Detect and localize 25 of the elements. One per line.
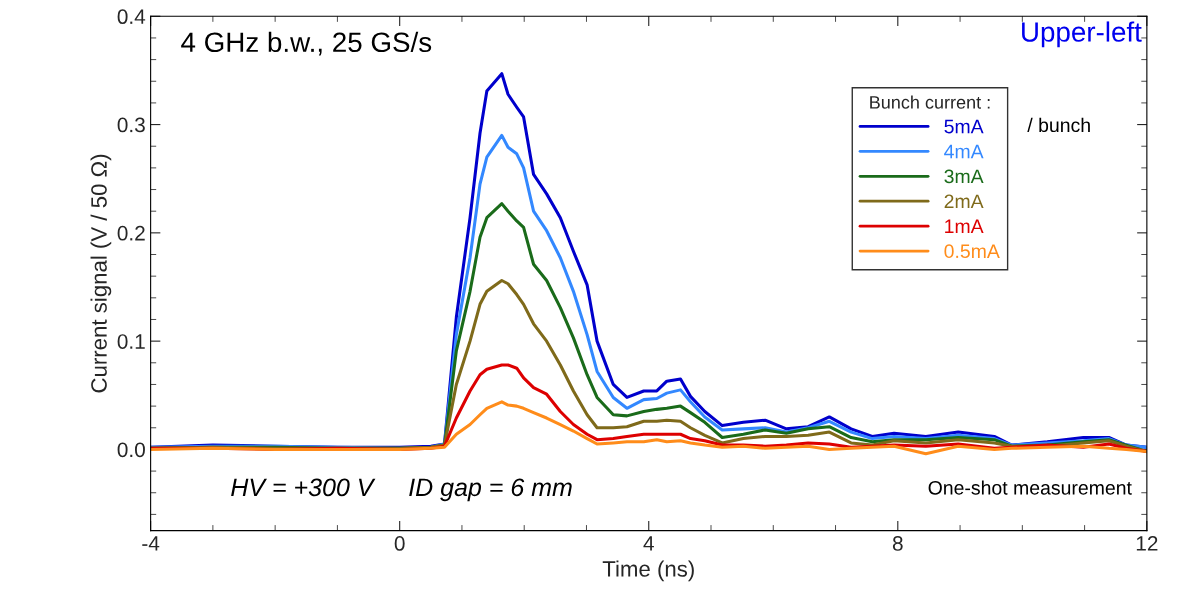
annotation: 4 GHz b.w., 25 GS/s: [181, 31, 432, 56]
legend-label: 2mA: [944, 194, 984, 209]
annotation: / bunch: [1027, 117, 1090, 133]
x-tick-label: 4: [643, 536, 654, 551]
annotation: One-shot measurement: [928, 480, 1132, 495]
line-series: [150, 400, 1147, 456]
annotation: HV = +300 V ID gap = 6 mm: [231, 478, 572, 502]
y-tick-label: 0.4: [117, 9, 146, 25]
legend-label: 3mA: [944, 169, 984, 184]
legend-label: 0.5mA: [944, 244, 1000, 259]
y-axis-title: Current signal (V / 50 Ω): [90, 154, 112, 393]
x-axis-title: Time (ns): [602, 560, 694, 582]
legend-label: 5mA: [944, 119, 984, 134]
legend-label: 4mA: [944, 144, 984, 159]
legend-title: Bunch current :: [870, 95, 990, 109]
y-tick-label: 0.2: [117, 225, 145, 241]
y-tick-label: 0.3: [117, 117, 145, 133]
x-tick-label: 0: [394, 536, 405, 551]
y-tick-label: 0.0: [117, 442, 145, 458]
x-tick-label: 8: [892, 536, 903, 551]
x-tick-label: -4: [142, 536, 160, 551]
legend-label: 1mA: [945, 219, 984, 233]
y-tick-label: 0.1: [117, 334, 145, 349]
annotation: Upper-left: [1022, 21, 1142, 48]
x-tick-label: 12: [1136, 536, 1158, 551]
